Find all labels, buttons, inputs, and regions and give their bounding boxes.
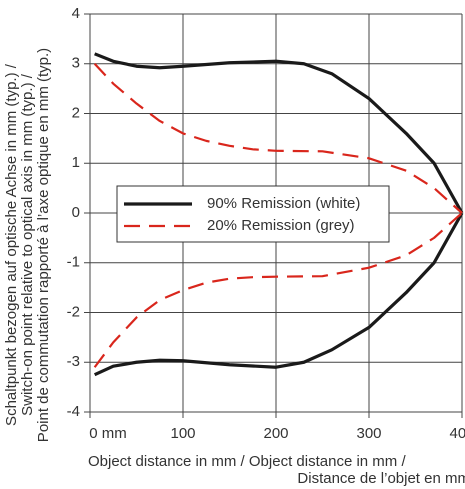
x-tick-label: 0 mm <box>89 425 127 442</box>
y-tick-label: 3 <box>72 55 80 72</box>
y-axis-label: Point de commutation rapporté à l’axe op… <box>35 48 52 442</box>
x-tick-label: 400 <box>449 425 465 442</box>
series-line <box>93 62 463 214</box>
y-tick-label: -4 <box>67 403 80 420</box>
x-tick-label: 200 <box>263 425 288 442</box>
legend-label: 90% Remission (white) <box>207 195 360 212</box>
x-tick-label: 300 <box>356 425 381 442</box>
y-tick-label: -3 <box>67 353 80 370</box>
y-tick-label: 1 <box>72 154 80 171</box>
y-tick-label: 4 <box>72 5 80 22</box>
y-tick-label: 2 <box>72 104 80 121</box>
x-tick-label: 100 <box>170 425 195 442</box>
y-axis-label: Schaltpunkt bezogen auf optische Achse i… <box>3 63 20 426</box>
legend-label: 20% Remission (grey) <box>207 217 355 234</box>
series-line <box>93 212 464 377</box>
y-axis-label: Switch-on point relative to optical axis… <box>19 73 36 416</box>
y-tick-label: -2 <box>67 303 80 320</box>
y-tick-label: 0 <box>72 204 80 221</box>
y-tick-label: -1 <box>67 254 80 271</box>
series-line <box>93 212 463 368</box>
series-line <box>94 52 464 214</box>
x-axis-label: Object distance in mm / Object distance … <box>88 453 406 470</box>
legend-box <box>116 185 390 243</box>
x-axis-label: Distance de l’objet en mm <box>297 470 465 487</box>
